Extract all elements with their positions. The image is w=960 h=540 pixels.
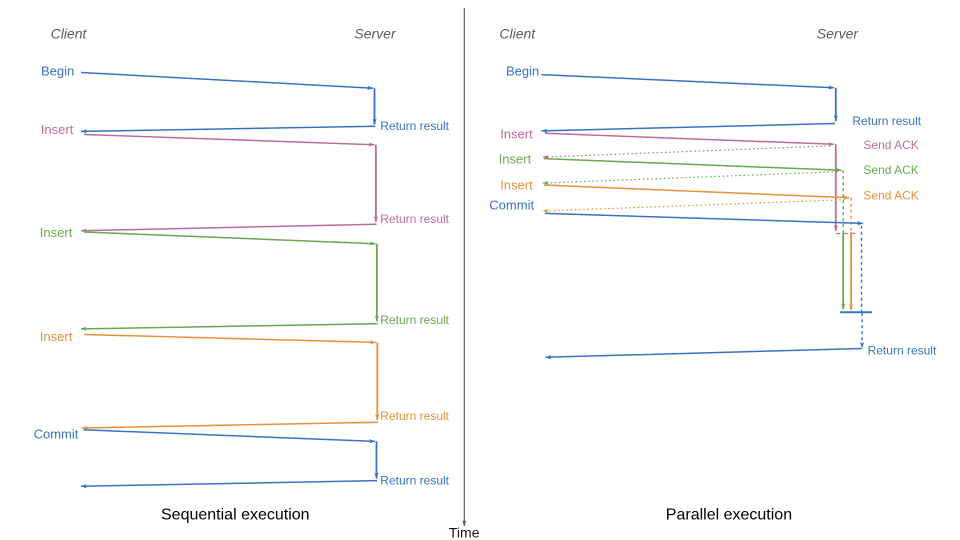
svg-text:Return result: Return result [380, 212, 449, 226]
svg-text:Begin: Begin [506, 64, 539, 79]
svg-text:Parallel execution: Parallel execution [666, 507, 792, 524]
svg-text:Send ACK: Send ACK [863, 163, 918, 177]
svg-text:Return result: Return result [380, 313, 449, 327]
svg-text:Client: Client [51, 26, 88, 42]
svg-text:Insert: Insert [500, 178, 533, 193]
svg-text:Begin: Begin [41, 64, 74, 79]
svg-text:Return result: Return result [380, 409, 449, 423]
svg-text:Return result: Return result [852, 114, 921, 128]
svg-text:Time: Time [449, 524, 480, 540]
svg-text:Commit: Commit [34, 427, 79, 442]
svg-text:Server: Server [817, 26, 860, 42]
svg-text:Client: Client [499, 26, 536, 42]
svg-text:Insert: Insert [40, 225, 73, 240]
svg-text:Insert: Insert [500, 126, 533, 141]
svg-text:Insert: Insert [40, 329, 73, 344]
svg-text:Send ACK: Send ACK [863, 138, 918, 152]
svg-text:Return result: Return result [380, 474, 449, 488]
svg-text:Return result: Return result [868, 343, 937, 357]
svg-text:Send ACK: Send ACK [863, 188, 918, 202]
svg-text:Insert: Insert [41, 122, 74, 137]
svg-text:Server: Server [354, 26, 397, 42]
svg-text:Return result: Return result [380, 119, 449, 133]
svg-text:Sequential execution: Sequential execution [161, 507, 310, 524]
svg-text:Insert: Insert [499, 152, 532, 167]
svg-text:Commit: Commit [489, 198, 534, 213]
